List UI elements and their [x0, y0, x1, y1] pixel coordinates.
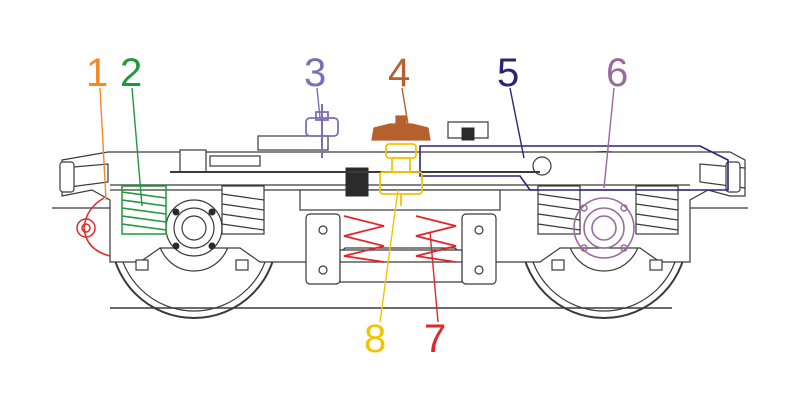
label-8: 8 — [364, 317, 386, 361]
part-6-inner — [591, 215, 617, 241]
part-1-shape — [83, 197, 111, 257]
part-4-top — [395, 115, 407, 127]
leader-3 — [316, 87, 321, 119]
part-7-spring-right — [415, 215, 457, 263]
leader-5 — [509, 87, 525, 159]
frame-bolts — [135, 259, 663, 271]
right-inner-spring — [537, 185, 581, 235]
leader-4 — [401, 87, 411, 137]
part-3-body — [305, 117, 339, 137]
leader-2 — [131, 87, 143, 207]
part-6-axlebox — [573, 197, 635, 259]
part-4-center-pivot — [371, 115, 431, 141]
part-7-central-springs — [343, 215, 457, 263]
part-6-bolt-a — [580, 204, 588, 212]
right-outer-spring — [635, 185, 679, 235]
part-5-frame-member — [419, 145, 729, 191]
part-1-axlebox-cover — [76, 197, 111, 257]
part-2-spring — [121, 185, 167, 235]
part-3-valve — [305, 104, 339, 158]
leader-8 — [379, 189, 399, 323]
part-2-coils — [121, 191, 167, 231]
part-5-outline — [419, 145, 729, 191]
part-4-shape — [371, 123, 431, 141]
left-inner-spring — [221, 185, 265, 235]
part-1-eye — [76, 218, 96, 238]
label-5: 5 — [497, 51, 519, 95]
part-6-bolt-d — [620, 244, 628, 252]
label-1: 1 — [86, 51, 108, 95]
brake-rigging — [170, 121, 552, 197]
leader-7 — [429, 231, 439, 323]
leader-6 — [603, 87, 615, 189]
label-4: 4 — [388, 51, 410, 95]
part-6-mid — [583, 207, 625, 249]
part-6-bolt-b — [620, 204, 628, 212]
label-7: 7 — [424, 317, 446, 361]
leader-1 — [99, 87, 107, 201]
label-6: 6 — [606, 51, 628, 95]
label-3: 3 — [304, 51, 326, 95]
left-axlebox — [165, 199, 223, 257]
part-7-spring-left — [343, 215, 385, 263]
part-1-eye-inner — [81, 223, 91, 233]
part-6-bolt-c — [580, 244, 588, 252]
part-3-cap — [315, 111, 329, 121]
number-labels: 1 2 3 4 5 6 8 7 — [86, 51, 628, 361]
part-8-damper — [379, 143, 423, 206]
leader-lines — [99, 87, 615, 323]
part-6-outer — [573, 197, 635, 259]
part-2-box — [121, 185, 167, 235]
label-2: 2 — [120, 51, 142, 95]
